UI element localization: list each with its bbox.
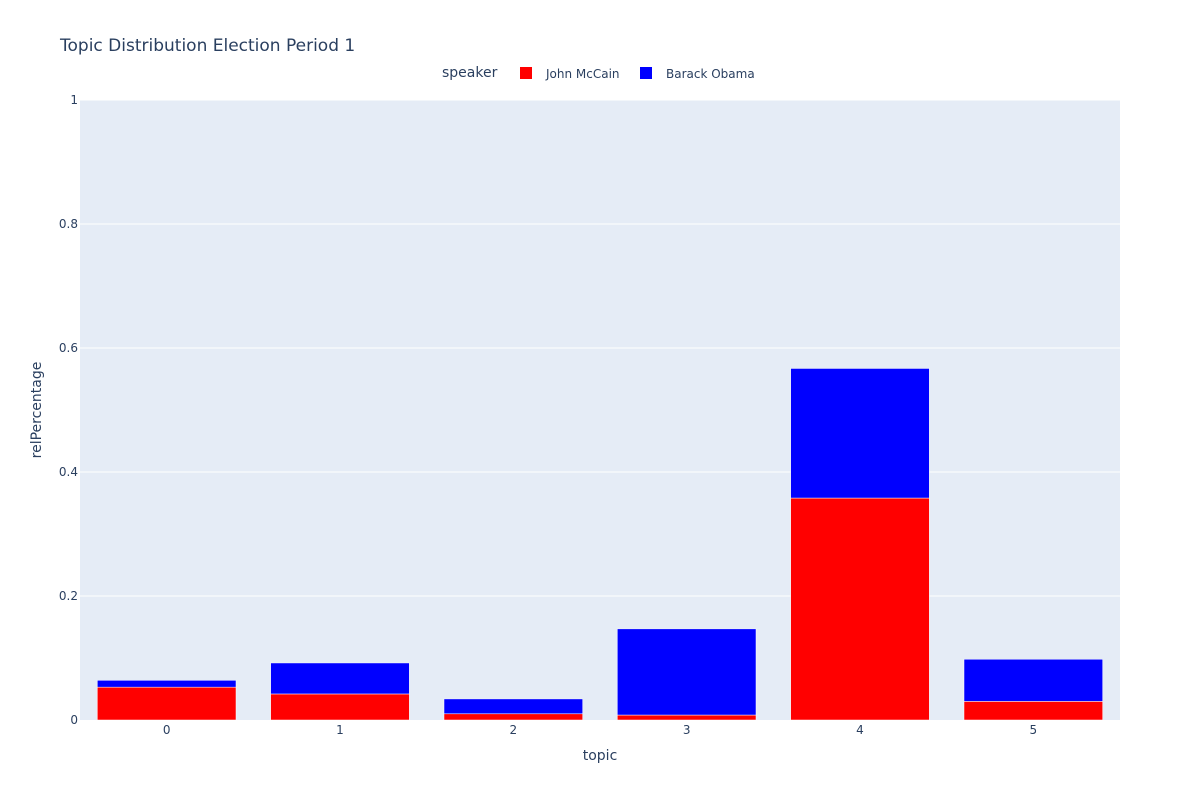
bar-barack-obama-topic-0[interactable] — [97, 680, 237, 688]
bar-john-mccain-topic-2[interactable] — [443, 713, 583, 721]
x-tick-label: 4 — [856, 723, 864, 737]
x-tick-label: 0 — [163, 723, 171, 737]
y-tick-label: 0.4 — [59, 465, 78, 479]
legend-item-john-mccain[interactable]: John McCain — [520, 67, 620, 81]
legend-swatch-barack-obama — [640, 67, 652, 79]
y-axis-title: relPercentage — [29, 362, 45, 459]
y-tick-label: 1 — [70, 93, 78, 107]
y-tick-label: 0.8 — [59, 217, 78, 231]
x-tick-label: 2 — [510, 723, 518, 737]
bar-barack-obama-topic-4[interactable] — [790, 368, 930, 499]
legend-swatch-john-mccain — [520, 67, 532, 79]
y-tick-label: 0.2 — [59, 589, 78, 603]
x-tick-labels: 0 1 2 3 4 5 — [163, 723, 1037, 737]
legend-label-john-mccain: John McCain — [545, 67, 620, 81]
bar-john-mccain-topic-3[interactable] — [617, 714, 757, 721]
bars — [97, 368, 1103, 721]
bar-john-mccain-topic-5[interactable] — [963, 701, 1103, 721]
y-tick-label: 0.6 — [59, 341, 78, 355]
legend-label-barack-obama: Barack Obama — [666, 67, 755, 81]
bar-barack-obama-topic-2[interactable] — [443, 698, 583, 715]
chart-title: Topic Distribution Election Period 1 — [59, 36, 355, 56]
legend[interactable]: speaker John McCain Barack Obama — [442, 65, 755, 81]
x-tick-label: 5 — [1030, 723, 1038, 737]
y-tick-labels: 0 0.2 0.4 0.6 0.8 1 — [59, 93, 78, 727]
bar-barack-obama-topic-5[interactable] — [963, 658, 1103, 702]
x-tick-label: 3 — [683, 723, 691, 737]
bar-barack-obama-topic-1[interactable] — [270, 662, 410, 695]
x-axis-title: topic — [583, 748, 618, 764]
plot-area — [80, 100, 1120, 720]
bar-barack-obama-topic-3[interactable] — [617, 628, 757, 716]
legend-item-barack-obama[interactable]: Barack Obama — [640, 67, 755, 81]
grid-lines — [80, 99, 1120, 597]
bar-john-mccain-topic-4[interactable] — [790, 497, 930, 721]
bar-john-mccain-topic-0[interactable] — [97, 686, 237, 721]
x-tick-label: 1 — [336, 723, 344, 737]
bar-john-mccain-topic-1[interactable] — [270, 693, 410, 721]
y-tick-label: 0 — [70, 713, 78, 727]
legend-title: speaker — [442, 65, 498, 81]
